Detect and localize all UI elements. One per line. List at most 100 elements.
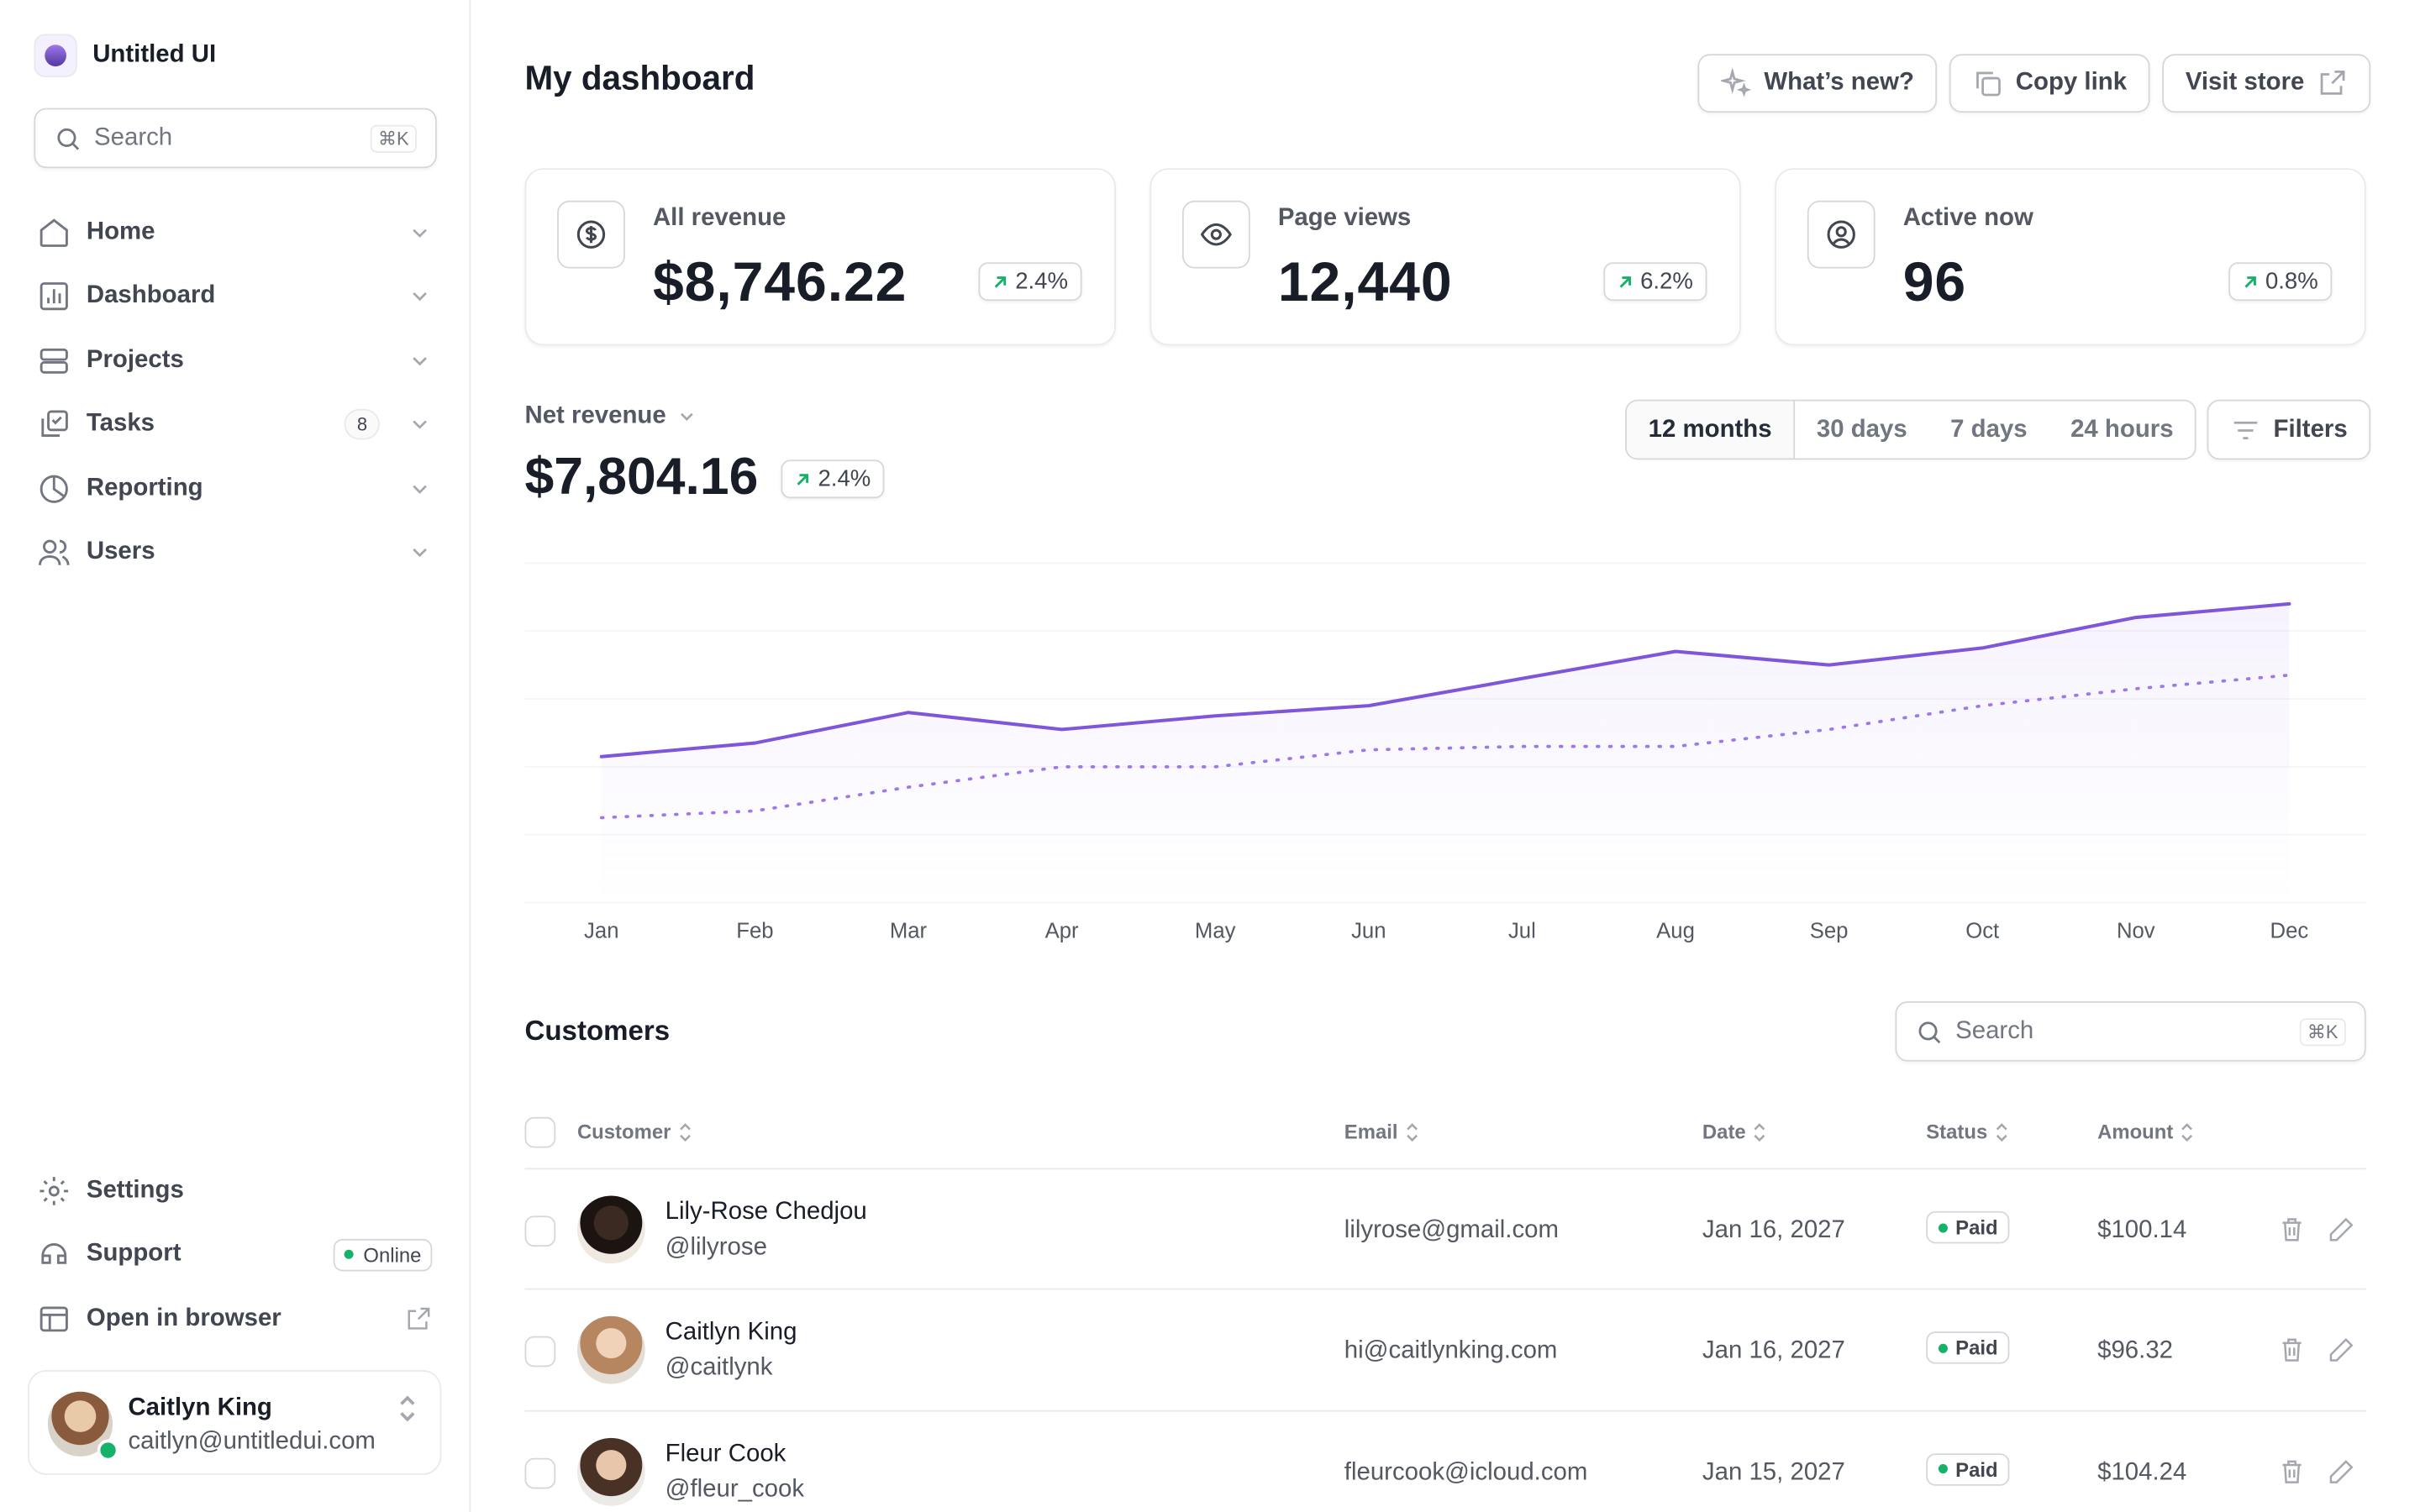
x-tick-label: Jan xyxy=(584,920,618,943)
x-tick-label: Apr xyxy=(1045,920,1079,943)
column-header[interactable]: Status xyxy=(1926,1120,2009,1143)
column-header[interactable]: Date xyxy=(1702,1120,1767,1143)
edit-button[interactable] xyxy=(2328,1457,2355,1485)
customer-date: Jan 15, 2027 xyxy=(1702,1459,1845,1486)
brand[interactable]: Untitled UI xyxy=(34,34,216,77)
nav-item[interactable]: Home xyxy=(37,205,432,260)
range-tab[interactable]: 24 hours xyxy=(2070,416,2174,443)
range-tab[interactable]: 30 days xyxy=(1816,416,1907,443)
page-title: My dashboard xyxy=(524,58,755,97)
x-tick-label: Dec xyxy=(2270,920,2309,943)
customer-email: fleurcook@icloud.com xyxy=(1344,1459,1588,1486)
delete-button[interactable] xyxy=(2278,1215,2306,1243)
column-label: Customer xyxy=(576,1120,671,1144)
change-badge: 2.4% xyxy=(978,262,1082,302)
change-badge: 0.8% xyxy=(2228,262,2333,302)
range-tab[interactable]: 7 days xyxy=(1950,416,2028,443)
button-label: What’s new? xyxy=(1764,69,1914,96)
nav-label: Dashboard xyxy=(86,282,216,310)
nav-item[interactable]: Tasks 8 xyxy=(37,396,432,452)
column-header[interactable]: Amount xyxy=(2097,1120,2195,1143)
edit-button[interactable] xyxy=(2328,1215,2355,1243)
x-tick-label: Sep xyxy=(1810,920,1849,943)
search-placeholder: Search xyxy=(94,123,173,151)
area xyxy=(601,603,2290,903)
filters-button[interactable]: Filters xyxy=(2207,399,2371,460)
footer-nav-item[interactable]: Settings xyxy=(37,1163,432,1219)
nav-item[interactable]: Reporting xyxy=(37,460,432,516)
avatar xyxy=(576,1437,645,1506)
visit-store-button[interactable]: Visit store xyxy=(2162,54,2371,113)
stat-label: All revenue xyxy=(652,205,786,232)
table-row: Caitlyn King @caitlynk hi@caitlynking.co… xyxy=(524,1289,2366,1410)
badge-label: Online xyxy=(363,1243,422,1267)
customer-email: lilyrose@gmail.com xyxy=(1344,1217,1559,1244)
status-badge: Paid xyxy=(1926,1331,2011,1365)
status-label: Paid xyxy=(1955,1215,1998,1239)
sidebar-search[interactable]: Search ⌘K xyxy=(34,108,437,169)
change-badge: 2.4% xyxy=(781,459,885,499)
change-value: 6.2% xyxy=(1640,268,1693,295)
row-checkbox[interactable] xyxy=(524,1457,556,1489)
change-badge: 6.2% xyxy=(1602,262,1707,302)
shortcut: ⌘K xyxy=(370,123,417,152)
footer-nav-item[interactable]: Open in browser xyxy=(37,1291,432,1347)
status-label: Paid xyxy=(1955,1336,1998,1360)
x-tick-label: Oct xyxy=(1965,920,1999,943)
column-label: Status xyxy=(1926,1120,1988,1144)
x-tick-label: May xyxy=(1195,920,1236,943)
table-row: Lily-Rose Chedjou @lilyrose lilyrose@gma… xyxy=(524,1168,2366,1289)
status-badge: Paid xyxy=(1926,1210,2011,1244)
nav-label: Tasks xyxy=(86,410,155,438)
column-header[interactable]: Customer xyxy=(577,1120,692,1143)
range-tabs: 12 months 30 days 7 days 24 hours xyxy=(1625,399,2197,460)
customer-date: Jan 16, 2027 xyxy=(1702,1217,1845,1244)
net-revenue-dropdown[interactable]: Net revenue xyxy=(524,402,697,430)
net-revenue-label: Net revenue xyxy=(524,402,666,429)
customers-search[interactable]: Search ⌘K xyxy=(1895,1001,2366,1062)
stat-value: $8,746.22 xyxy=(652,249,908,313)
avatar xyxy=(576,1195,645,1264)
copy-link-button[interactable]: Copy link xyxy=(1949,54,2150,113)
customer-email: hi@caitlynking.com xyxy=(1344,1338,1558,1365)
status-dot xyxy=(97,1439,119,1462)
x-tick-label: Aug xyxy=(1656,920,1695,943)
user-name: Caitlyn King xyxy=(128,1394,272,1421)
stat-value: 12,440 xyxy=(1277,249,1453,313)
column-header[interactable]: Email xyxy=(1344,1120,1419,1143)
nav-item[interactable]: Dashboard xyxy=(37,269,432,324)
user-card[interactable]: Caitlyn King caitlyn@untitledui.com xyxy=(28,1370,442,1475)
customer-date: Jan 16, 2027 xyxy=(1702,1338,1845,1365)
online-badge: Online xyxy=(334,1238,433,1272)
delete-button[interactable] xyxy=(2278,1457,2306,1485)
nav-label: Reporting xyxy=(86,474,203,501)
customer-name: Fleur Cook xyxy=(665,1441,786,1467)
stat-label: Active now xyxy=(1902,205,2033,232)
select-all-checkbox[interactable] xyxy=(524,1116,556,1148)
button-label: Copy link xyxy=(2015,69,2128,96)
x-tick-label: Feb xyxy=(736,920,773,943)
nav-item[interactable]: Users xyxy=(37,524,432,580)
column-label: Date xyxy=(1702,1120,1746,1144)
row-checkbox[interactable] xyxy=(524,1336,556,1368)
column-label: Email xyxy=(1344,1120,1398,1144)
button-label: Filters xyxy=(2273,416,2348,443)
status-badge: Paid xyxy=(1926,1452,2011,1486)
line xyxy=(599,601,2291,759)
whats-new-button[interactable]: What’s new? xyxy=(1697,54,1938,113)
customer-handle: @lilyrose xyxy=(665,1234,767,1261)
footer-nav-item[interactable]: Support Online xyxy=(37,1227,433,1283)
nav-badge: 8 xyxy=(345,409,380,440)
customer-name: Lily-Rose Chedjou xyxy=(665,1199,867,1226)
delete-button[interactable] xyxy=(2278,1336,2306,1364)
row-checkbox[interactable] xyxy=(524,1215,556,1247)
customer-amount: $100.14 xyxy=(2097,1217,2187,1244)
customer-handle: @caitlynk xyxy=(665,1355,773,1382)
change-value: 2.4% xyxy=(1015,268,1069,295)
range-tab[interactable]: 12 months xyxy=(1626,401,1796,459)
nav-label: Settings xyxy=(86,1177,184,1204)
nav-item[interactable]: Projects xyxy=(37,333,432,388)
table-row: Fleur Cook @fleur_cook fleurcook@icloud.… xyxy=(524,1410,2366,1512)
edit-button[interactable] xyxy=(2328,1336,2355,1364)
